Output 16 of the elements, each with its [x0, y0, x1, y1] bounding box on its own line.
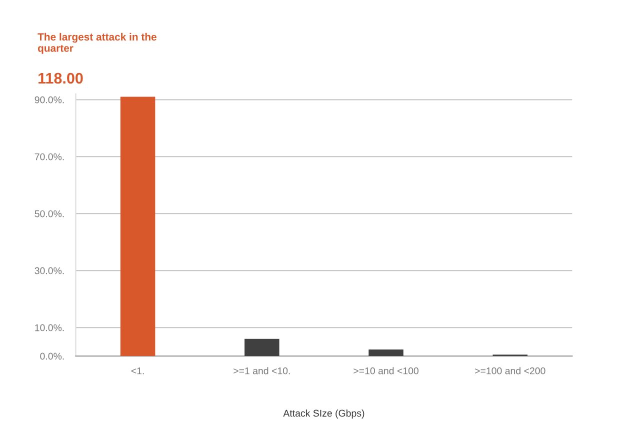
y-tick-label: 10.0%.: [35, 324, 64, 332]
x-tick-label: >=10 and <100: [354, 367, 418, 374]
x-tick-label: <1.: [131, 367, 144, 374]
x-tick-label: >=100 and <200: [475, 367, 546, 374]
x-axis-title: Attack SIze (Gbps): [283, 410, 364, 419]
y-tick-label: 70.0%.: [34, 153, 64, 160]
y-tick-label: 0.0%.: [40, 352, 64, 360]
chart-title: The largest attack in the quarter: [38, 32, 156, 54]
bar: [120, 96, 156, 356]
bar: [368, 349, 404, 356]
chart-subtitle: 118.00: [38, 72, 83, 84]
bar: [244, 338, 280, 356]
y-tick-label: 50.0%.: [34, 210, 64, 218]
x-tick-label: >=1 and <10.: [234, 367, 290, 374]
y-tick-label: 90.0%.: [34, 96, 64, 104]
y-tick-label: 30.0%.: [34, 267, 64, 274]
